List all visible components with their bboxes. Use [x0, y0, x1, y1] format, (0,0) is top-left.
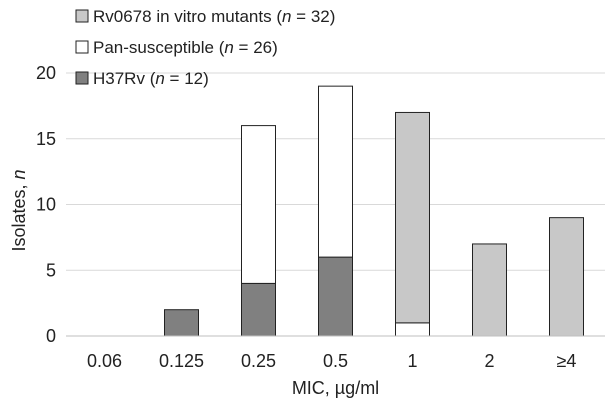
y-axis-ticks: 0 5 10 15 20 — [36, 63, 56, 346]
bar-segment — [472, 243, 507, 337]
y-tick-label: 5 — [46, 260, 56, 280]
bar-segment — [318, 256, 353, 337]
legend-label: Pan-susceptible (n = 26) — [93, 38, 278, 57]
legend-swatch — [75, 9, 89, 23]
y-axis-label: Isolates, n — [9, 169, 29, 251]
x-tick-label: 0.5 — [323, 351, 348, 371]
legend-swatch — [75, 71, 89, 85]
legend-label: Rv0678 in vitro mutants (n = 32) — [93, 7, 335, 26]
x-tick-label: 0.125 — [159, 351, 204, 371]
bar-segment — [549, 217, 584, 337]
bar-segment — [164, 309, 199, 337]
y-tick-label: 15 — [36, 129, 56, 149]
y-tick-label: 10 — [36, 195, 56, 215]
x-tick-label: 0.06 — [87, 351, 122, 371]
bar-segment — [395, 322, 430, 337]
bars — [164, 85, 584, 337]
bar-segment — [395, 111, 430, 324]
bar-segment — [241, 282, 276, 337]
bar-segment — [318, 85, 353, 258]
x-tick-label: 1 — [407, 351, 417, 371]
y-tick-label: 0 — [46, 326, 56, 346]
legend-swatch — [75, 40, 89, 54]
x-tick-label: ≥4 — [557, 351, 577, 371]
x-axis-ticks: 0.06 0.125 0.25 0.5 1 2 ≥4 — [87, 351, 576, 371]
x-axis-label: MIC, µg/ml — [292, 378, 379, 398]
y-tick-label: 20 — [36, 63, 56, 83]
x-tick-label: 2 — [484, 351, 494, 371]
legend-label: H37Rv (n = 12) — [93, 69, 209, 88]
legend: Rv0678 in vitro mutants (n = 32) Pan-susc… — [75, 7, 335, 88]
x-tick-label: 0.25 — [241, 351, 276, 371]
bar-segment — [241, 125, 276, 284]
